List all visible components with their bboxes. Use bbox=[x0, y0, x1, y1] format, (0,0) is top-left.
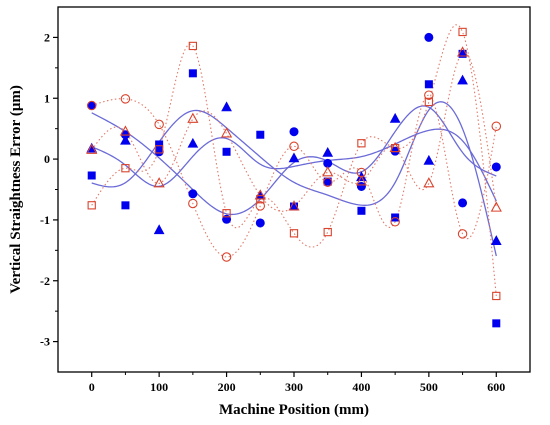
data-point-open-triangle bbox=[254, 189, 266, 200]
data-point-filled-square bbox=[121, 201, 130, 210]
data-point-filled-square bbox=[87, 171, 96, 180]
data-point-open-circle bbox=[120, 94, 131, 104]
data-point-filled-square bbox=[357, 206, 366, 215]
data-point-open-square bbox=[87, 201, 96, 210]
data-point-filled-square bbox=[424, 80, 433, 89]
data-point-open-circle bbox=[424, 90, 434, 100]
y-axis-title: Vertical Straightness Error (μm) bbox=[8, 85, 24, 294]
data-point-filled-circle bbox=[289, 127, 299, 137]
data-point-open-circle bbox=[255, 201, 266, 211]
data-point-open-square bbox=[323, 227, 332, 237]
data-point-filled-square bbox=[155, 140, 164, 149]
y-tick-label: 2 bbox=[44, 30, 50, 44]
data-point-filled-triangle bbox=[288, 152, 300, 163]
data-point-open-circle bbox=[289, 141, 299, 152]
x-tick-label: 100 bbox=[150, 380, 168, 394]
data-point-filled-circle bbox=[424, 32, 434, 42]
y-tick-label: -1 bbox=[40, 213, 50, 227]
x-axis-title: Machine Position (mm) bbox=[219, 402, 369, 418]
x-tick-label: 600 bbox=[487, 380, 505, 394]
data-point-filled-circle bbox=[154, 147, 164, 157]
data-point-open-circle bbox=[86, 100, 97, 111]
data-point-filled-square bbox=[492, 319, 501, 328]
plot-frame bbox=[57, 6, 531, 373]
data-markers bbox=[86, 27, 502, 328]
data-point-open-triangle bbox=[288, 200, 300, 211]
data-point-open-triangle bbox=[86, 143, 98, 154]
data-point-filled-triangle bbox=[389, 112, 401, 123]
data-point-open-square bbox=[289, 229, 299, 238]
data-point-filled-triangle bbox=[120, 134, 131, 145]
data-point-open-triangle bbox=[153, 177, 165, 188]
data-point-open-triangle bbox=[220, 127, 233, 138]
data-point-filled-circle bbox=[491, 162, 501, 172]
data-point-open-square bbox=[121, 164, 130, 173]
data-point-open-triangle bbox=[490, 201, 502, 212]
fit-line-open-circle bbox=[91, 94, 497, 258]
axis-ticks: 0 100 200 300 400 500 600 -3 -2 -1 0 1 2 bbox=[40, 30, 505, 394]
data-point-open-triangle bbox=[355, 175, 368, 186]
x-tick-label: 400 bbox=[352, 380, 370, 394]
x-tick-label: 200 bbox=[218, 380, 236, 394]
data-point-filled-square bbox=[222, 147, 231, 156]
data-point-filled-triangle bbox=[490, 235, 502, 246]
data-point-filled-triangle bbox=[153, 224, 165, 235]
data-point-open-triangle bbox=[187, 112, 199, 123]
data-point-filled-circle bbox=[356, 181, 366, 191]
data-point-filled-triangle bbox=[322, 146, 334, 157]
data-point-open-circle bbox=[322, 177, 333, 187]
data-point-filled-square bbox=[188, 69, 197, 78]
data-point-filled-triangle bbox=[423, 154, 435, 165]
y-tick-label: -3 bbox=[40, 335, 50, 349]
fit-line-filled-square bbox=[91, 101, 497, 257]
data-point-open-square bbox=[222, 209, 231, 218]
data-point-open-circle bbox=[457, 229, 468, 239]
data-point-open-triangle bbox=[456, 46, 469, 57]
y-tick-label: 1 bbox=[44, 91, 50, 105]
data-point-filled-triangle bbox=[221, 101, 232, 112]
data-point-open-triangle bbox=[322, 166, 334, 177]
x-tick-label: 300 bbox=[285, 380, 303, 394]
data-point-open-square bbox=[154, 145, 164, 154]
data-point-filled-circle bbox=[255, 218, 265, 228]
data-point-open-triangle bbox=[119, 125, 132, 136]
data-point-open-square bbox=[357, 139, 366, 148]
data-point-open-square bbox=[458, 27, 467, 37]
data-point-filled-square bbox=[256, 130, 265, 139]
data-point-open-square bbox=[424, 97, 434, 107]
data-point-open-square bbox=[492, 291, 501, 301]
fit-line-filled-circle bbox=[91, 105, 497, 216]
data-point-open-square bbox=[188, 41, 198, 51]
x-tick-label: 0 bbox=[89, 380, 95, 394]
data-point-open-circle bbox=[188, 198, 198, 209]
data-point-open-triangle bbox=[389, 141, 401, 153]
data-point-open-triangle bbox=[423, 177, 435, 188]
data-point-open-circle bbox=[491, 121, 502, 131]
data-point-open-circle bbox=[221, 252, 232, 262]
data-point-filled-triangle bbox=[187, 137, 199, 148]
x-tick-label: 500 bbox=[420, 380, 438, 394]
y-tick-label: 0 bbox=[44, 152, 50, 166]
data-point-open-circle bbox=[154, 119, 164, 130]
data-point-filled-triangle bbox=[457, 74, 468, 85]
data-point-open-circle bbox=[390, 216, 400, 227]
data-point-filled-circle bbox=[458, 198, 468, 208]
data-point-filled-circle bbox=[188, 189, 198, 199]
y-tick-label: -2 bbox=[40, 274, 50, 288]
